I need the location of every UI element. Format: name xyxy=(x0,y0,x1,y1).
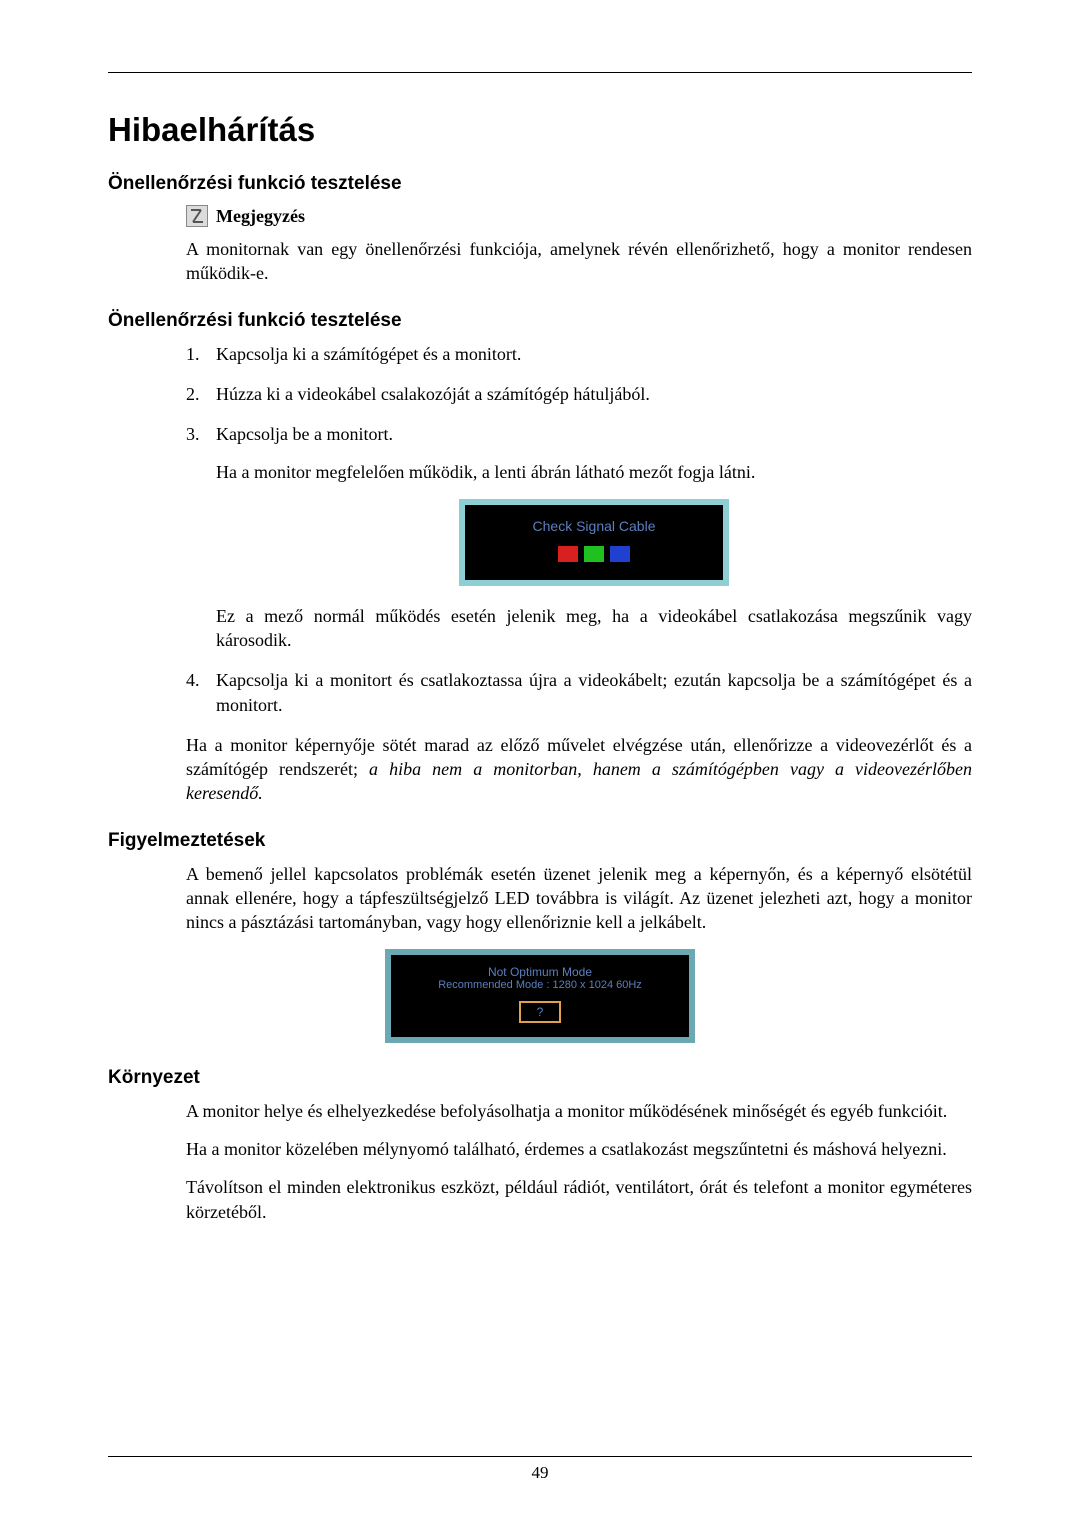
rgb-squares xyxy=(477,546,711,562)
step-item: Kapcsolja be a monitort. Ha a monitor me… xyxy=(186,422,972,652)
check-signal-text: Check Signal Cable xyxy=(477,517,711,536)
step-item: Kapcsolja ki a monitort és csatlakoztass… xyxy=(186,668,972,717)
step-text: Húzza ki a videokábel csalakozóját a szá… xyxy=(216,384,650,404)
closing-paragraph: Ha a monitor képernyője sötét marad az e… xyxy=(186,733,972,806)
not-optimum-diagram: Not Optimum Mode Recommended Mode : 1280… xyxy=(108,949,972,1043)
page-content: Hibaelhárítás Önellenőrzési funkció tesz… xyxy=(0,0,1080,1278)
section-heading-warnings: Figyelmeztetések xyxy=(108,830,972,852)
rgb-square xyxy=(558,546,578,562)
step-text: Kapcsolja be a monitort. xyxy=(216,424,393,444)
page-title: Hibaelhárítás xyxy=(108,111,972,149)
warnings-text: A bemenő jellel kapcsolatos problémák es… xyxy=(186,862,972,935)
step-item: Kapcsolja ki a számítógépet és a monitor… xyxy=(186,342,972,366)
env-p3: Távolítson el minden elektronikus eszköz… xyxy=(186,1175,972,1224)
bottom-rule xyxy=(108,1456,972,1457)
note-label: Megjegyzés xyxy=(216,206,305,227)
rgb-square xyxy=(584,546,604,562)
section-heading-selftest-steps: Önellenőrzési funkció tesztelése xyxy=(108,310,972,332)
not-optimum-line2: Recommended Mode : 1280 x 1024 60Hz xyxy=(405,979,675,991)
monitor-box: Check Signal Cable xyxy=(459,499,729,586)
page-footer: 49 xyxy=(108,1448,972,1483)
note-row: Megjegyzés xyxy=(186,205,972,227)
step-text: Kapcsolja ki a számítógépet és a monitor… xyxy=(216,344,521,364)
step-subtext: Ha a monitor megfelelően működik, a lent… xyxy=(216,460,972,484)
note-text: A monitornak van egy önellenőrzési funkc… xyxy=(186,237,972,286)
env-p2: Ha a monitor közelében mélynyomó találha… xyxy=(186,1137,972,1161)
step-item: Húzza ki a videokábel csalakozóját a szá… xyxy=(186,382,972,406)
monitor-box: Not Optimum Mode Recommended Mode : 1280… xyxy=(385,949,695,1043)
rgb-square xyxy=(610,546,630,562)
step-text: Kapcsolja ki a monitort és csatlakoztass… xyxy=(216,670,972,714)
env-p1: A monitor helye és elhelyezkedése befoly… xyxy=(186,1099,972,1123)
top-rule xyxy=(108,72,972,73)
page-number: 49 xyxy=(108,1463,972,1483)
steps-list: Kapcsolja ki a számítógépet és a monitor… xyxy=(186,342,972,717)
question-button: ? xyxy=(519,1001,562,1023)
not-optimum-line1: Not Optimum Mode xyxy=(405,965,675,979)
note-icon xyxy=(186,205,208,227)
section-heading-environment: Környezet xyxy=(108,1067,972,1089)
check-cable-diagram: Check Signal Cable xyxy=(216,499,972,586)
section-heading-selftest-note: Önellenőrzési funkció tesztelése xyxy=(108,173,972,195)
step-subtext: Ez a mező normál működés esetén jelenik … xyxy=(216,604,972,653)
